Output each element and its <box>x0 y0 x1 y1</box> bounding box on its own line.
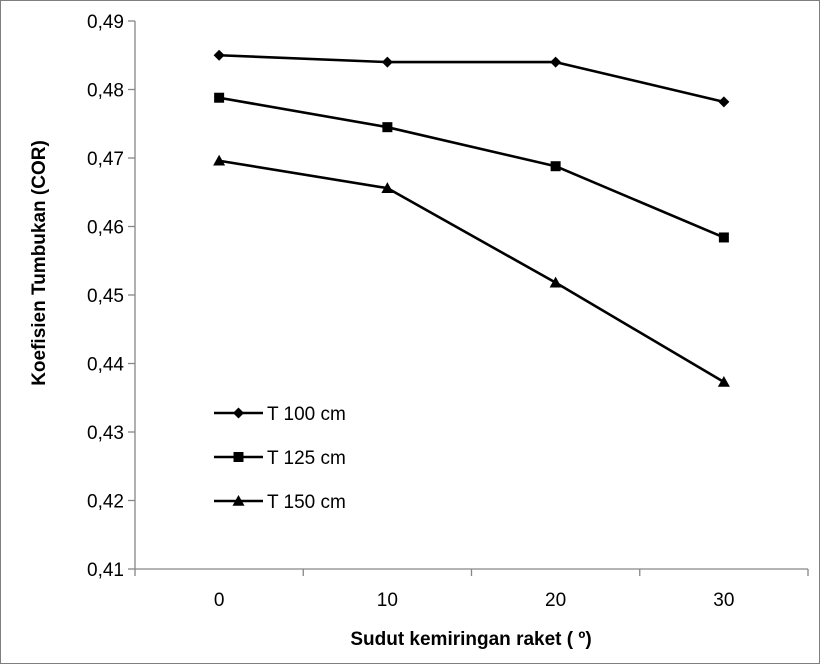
series-line <box>218 159 725 384</box>
data-point <box>717 375 730 387</box>
data-point <box>549 276 562 288</box>
legend-label: T 100 cm <box>267 404 346 425</box>
x-tick-label: 0 <box>214 590 225 611</box>
data-point <box>213 154 226 166</box>
series-3 <box>213 154 730 387</box>
y-tick-label: 0,43 <box>87 423 124 444</box>
legend-label: T 150 cm <box>267 492 346 513</box>
y-tick-label: 0,41 <box>87 560 124 581</box>
y-tick-label: 0,45 <box>87 286 124 307</box>
data-point <box>381 182 394 193</box>
legend-marker <box>233 452 244 462</box>
y-tick-label: 0,42 <box>87 492 124 513</box>
legend: T 100 cm T 125 cm T 150 cm <box>214 404 346 513</box>
x-axis-title: Sudut kemiringan raket ( º) <box>350 629 591 650</box>
series-line <box>218 96 725 239</box>
y-tick-label: 0,48 <box>87 81 124 102</box>
y-tick-label: 0,44 <box>87 355 124 376</box>
data-point <box>381 56 393 68</box>
x-tick-label: 30 <box>713 590 734 611</box>
legend-marker <box>232 495 245 506</box>
data-point <box>214 92 225 103</box>
legend-marker <box>233 407 244 419</box>
series-2 <box>214 92 729 243</box>
x-tick-label: 20 <box>545 590 566 611</box>
data-point <box>382 122 393 133</box>
y-tick-label: 0,47 <box>87 149 124 170</box>
series-1 <box>213 49 730 108</box>
legend-label: T 125 cm <box>267 448 346 469</box>
y-axis-title: Koefisien Tumbukan (COR) <box>29 140 50 386</box>
legend-item: T 150 cm <box>214 492 346 513</box>
legend-item: T 100 cm <box>214 404 346 425</box>
data-point <box>550 161 561 172</box>
x-tick-label: 10 <box>377 590 398 611</box>
data-point <box>718 232 729 243</box>
data-point <box>718 96 730 108</box>
data-point <box>550 56 562 68</box>
series-line <box>219 53 725 104</box>
y-tick-label: 0,46 <box>87 218 124 239</box>
y-tick-label: 0,49 <box>87 12 124 33</box>
data-point <box>213 49 225 61</box>
legend-item: T 125 cm <box>214 448 346 469</box>
